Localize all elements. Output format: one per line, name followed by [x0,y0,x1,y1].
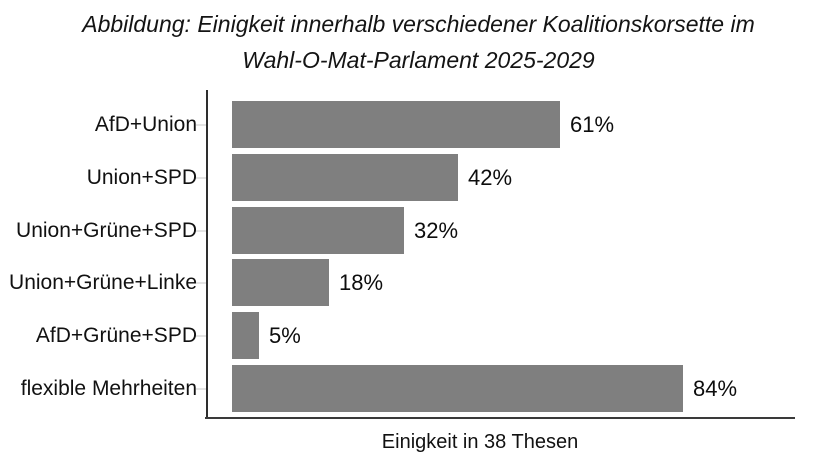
chart-title-line-2: Wahl-O-Mat-Parlament 2025-2029 [242,47,595,73]
bar [232,259,329,306]
x-axis-line [205,417,795,419]
category-label: AfD+Grüne+SPD [35,324,197,347]
category-label: Union+Grüne+Linke [9,271,197,294]
bar [232,101,560,148]
category-label: Union+Grüne+SPD [16,219,197,242]
y-axis-line [206,90,208,419]
value-label: 32% [414,218,459,243]
chart-title: Abbildung: Einigkeit innerhalb verschied… [0,6,837,78]
y-tick-mark [196,388,206,390]
category-label: Union+SPD [86,166,197,189]
bar [232,207,404,254]
bar [232,312,259,359]
category-label: flexible Mehrheiten [20,377,197,400]
value-label: 42% [468,165,513,190]
value-label: 18% [339,270,384,295]
y-tick-mark [196,124,206,126]
bar [232,154,458,201]
value-label: 84% [693,376,738,401]
value-label: 5% [269,323,301,348]
x-axis-label: Einigkeit in 38 Thesen [381,431,579,453]
y-tick-mark [196,230,206,232]
y-tick-mark [196,177,206,179]
bar [232,365,683,412]
category-label: AfD+Union [94,113,197,136]
chart-title-line-1: Abbildung: Einigkeit innerhalb verschied… [82,11,755,37]
value-label: 61% [570,112,615,137]
y-tick-mark [196,282,206,284]
y-tick-mark [196,335,206,337]
